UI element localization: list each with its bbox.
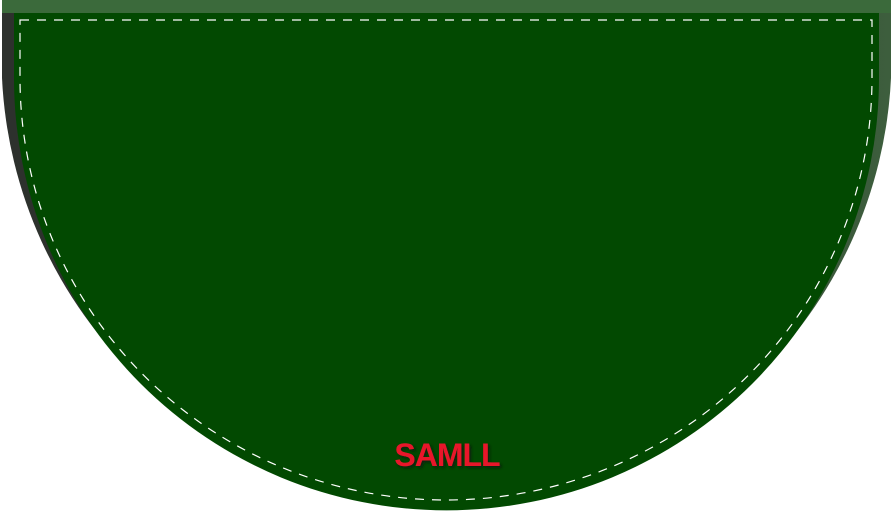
- table-brand-label: SAMLL: [394, 437, 500, 473]
- stitch-border: [19, 19, 873, 501]
- table-rail-top: [2, 0, 891, 13]
- table-felt: [14, 13, 879, 511]
